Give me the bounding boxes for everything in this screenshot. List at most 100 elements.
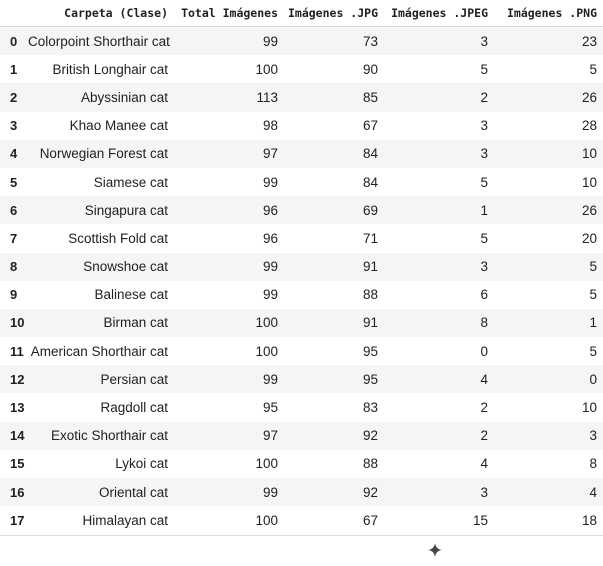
count-cell: 92 [362,484,378,500]
count-cell: 99 [262,484,278,500]
table-row: 0 Colorpoint Shorthair cat 99 73 3 23 [0,26,603,56]
sparkle-icon[interactable] [427,542,443,558]
table-row: 5 Siamese cat 99 84 5 10 [0,167,603,197]
count-cell: 100 [255,61,278,77]
count-cell: 100 [255,315,278,331]
row-index: 0 [10,33,18,49]
count-cell: 10 [581,174,597,190]
count-cell: 90 [362,61,378,77]
count-cell: 4 [480,456,488,472]
row-index: 14 [10,428,25,444]
row-index: 7 [10,230,18,246]
class-name-cell: Snowshoe cat [83,259,168,275]
count-cell: 100 [255,512,278,528]
count-cell: 99 [262,174,278,190]
count-cell: 69 [362,202,378,218]
count-cell: 5 [480,174,488,190]
class-name-cell: Exotic Shorthair cat [50,428,168,444]
table-row: 13 Ragdoll cat 95 83 2 10 [0,393,603,422]
class-name-cell: Singapura cat [84,202,168,218]
count-cell: 5 [480,230,488,246]
class-name-cell: Lykoi cat [115,456,168,472]
count-cell: 97 [262,146,278,162]
count-cell: 3 [480,484,488,500]
count-cell: 73 [362,33,378,49]
dataframe-table: Carpeta (Clase) Total Imágenes Imágenes .J… [0,0,603,535]
count-cell: 3 [480,118,488,134]
count-cell: 67 [362,118,378,134]
row-index: 15 [10,456,25,472]
count-cell: 28 [581,118,597,134]
count-cell: 88 [362,456,378,472]
row-index: 17 [10,512,25,528]
row-index: 16 [10,484,25,500]
column-header: Total Imágenes [174,0,284,27]
count-cell: 5 [480,61,488,77]
count-cell: 99 [262,259,278,275]
row-index: 3 [10,118,18,134]
count-cell: 95 [362,343,378,359]
class-name-cell: Abyssinian cat [80,89,168,105]
count-cell: 97 [262,428,278,444]
row-index: 4 [10,146,18,162]
table-row: 11 American Shorthair cat 100 95 0 5 [0,337,603,366]
count-cell: 3 [480,259,488,275]
dataframe-output: Carpeta (Clase) Total Imágenes Imágenes .J… [0,0,603,535]
count-cell: 96 [262,230,278,246]
count-cell: 88 [362,287,378,303]
count-cell: 85 [362,89,378,105]
count-cell: 5 [589,343,597,359]
table-row: 9 Balinese cat 99 88 6 5 [0,280,603,309]
table-row: 3 Khao Manee cat 98 67 3 28 [0,111,603,140]
count-cell: 99 [262,371,278,387]
count-cell: 5 [589,287,597,303]
table-row: 8 Snowshoe cat 99 91 3 5 [0,252,603,281]
count-cell: 113 [256,89,278,105]
class-name-cell: Himalayan cat [82,512,168,528]
count-cell: 91 [362,315,378,331]
count-cell: 2 [480,400,488,416]
count-cell: 2 [480,89,488,105]
count-cell: 96 [262,202,278,218]
count-cell: 2 [480,428,488,444]
index-header [0,0,28,27]
table-row: 2 Abyssinian cat 113 85 2 26 [0,83,603,112]
count-cell: 99 [262,287,278,303]
class-name-cell: Khao Manee cat [69,118,168,134]
count-cell: 10 [581,146,597,162]
count-cell: 91 [362,259,378,275]
table-row: 7 Scottish Fold cat 96 71 5 20 [0,224,603,253]
sparkle-icon-glyph [428,543,442,557]
count-cell: 1 [480,202,488,218]
count-cell: 71 [362,230,378,246]
class-name-cell: American Shorthair cat [30,343,168,359]
count-cell: 100 [255,456,278,472]
column-header: Imágenes .PNG [494,0,603,27]
row-index: 5 [10,174,18,190]
count-cell: 0 [480,343,488,359]
count-cell: 1 [589,315,597,331]
count-cell: 92 [362,428,378,444]
count-cell: 95 [262,400,278,416]
count-cell: 3 [589,428,597,444]
count-cell: 84 [362,146,378,162]
count-cell: 8 [589,456,597,472]
row-index: 12 [10,371,25,387]
table-row: 10 Birman cat 100 91 8 1 [0,308,603,338]
table-row: 17 Himalayan cat 100 67 15 18 [0,506,603,535]
class-name-cell: Scottish Fold cat [68,230,168,246]
count-cell: 83 [362,400,378,416]
count-cell: 4 [589,484,597,500]
count-cell: 5 [589,61,597,77]
count-cell: 98 [262,118,278,134]
count-cell: 99 [262,33,278,49]
table-body: 0 Colorpoint Shorthair cat 99 73 3 23 1 British… [0,26,603,535]
count-cell: 18 [581,512,597,528]
count-cell: 15 [472,512,488,528]
class-name-cell: Colorpoint Shorthair cat [28,33,170,49]
count-cell: 4 [480,371,488,387]
count-cell: 67 [362,512,378,528]
row-index: 11 [10,343,24,359]
count-cell: 23 [581,33,597,49]
class-name-cell: Oriental cat [98,484,168,500]
